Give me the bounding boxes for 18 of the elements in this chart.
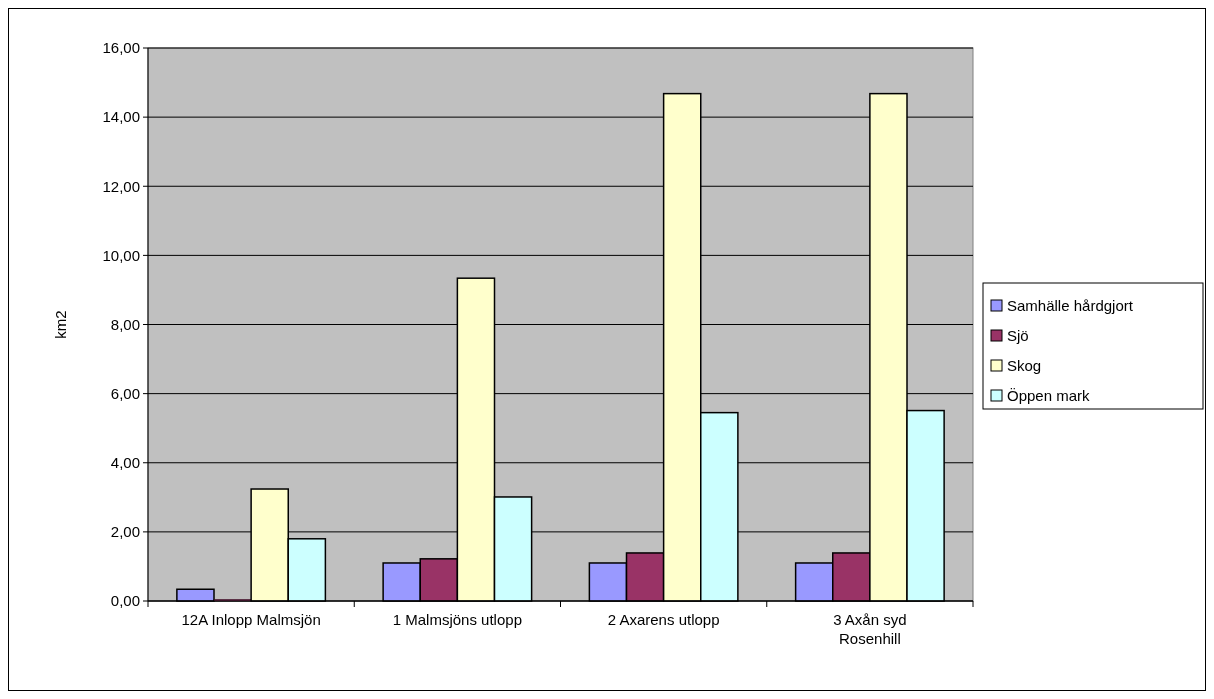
legend-label: Sjö — [1007, 327, 1029, 345]
y-tick-label: 10,00 — [102, 246, 140, 264]
y-tick-label: 16,00 — [102, 39, 140, 57]
x-tick-label: 3 Axån syd Rosenhill — [833, 611, 907, 647]
legend-label: Öppen mark — [1007, 387, 1091, 405]
y-tick-label: 0,00 — [110, 592, 140, 610]
x-tick-label: 12A Inlopp Malmsjön — [181, 611, 321, 628]
legend-label: Samhälle hårdgjort — [1007, 297, 1134, 315]
y-tick-label: 4,00 — [110, 454, 140, 471]
x-tick-label: 2 Axarens utlopp — [607, 611, 720, 628]
legend-label: Skog — [1007, 357, 1042, 375]
x-tick-label: 1 Malmsjöns utlopp — [392, 611, 522, 628]
y-tick-label: 8,00 — [110, 315, 140, 333]
y-tick-label: 6,00 — [110, 384, 140, 402]
y-axis-title: km2 — [52, 310, 69, 339]
y-tick-label: 14,00 — [102, 108, 140, 126]
y-tick-label: 12,00 — [102, 177, 140, 195]
y-tick-label: 2,00 — [110, 523, 140, 541]
